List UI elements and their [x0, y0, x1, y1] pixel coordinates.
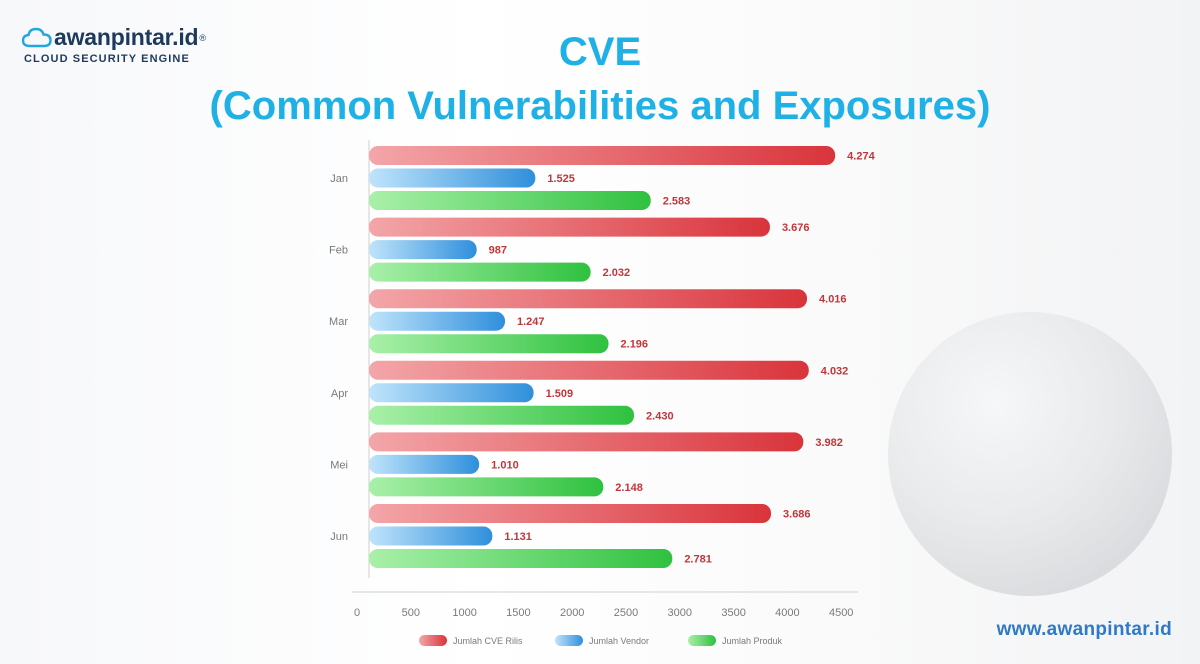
bar-produk: [369, 549, 673, 568]
legend-label-produk: Jumlah Produk: [722, 636, 783, 646]
x-tick-label: 0: [354, 607, 360, 619]
legend-label-cve: Jumlah CVE Rilis: [453, 636, 523, 646]
bar-vendor: [369, 240, 477, 260]
data-label-produk: 2.032: [603, 267, 631, 279]
data-label-vendor: 987: [489, 245, 507, 257]
globe-background: [888, 312, 1172, 596]
data-label-vendor: 1.247: [517, 316, 545, 328]
y-category-label: Jan: [330, 173, 348, 185]
bar-vendor: [369, 454, 480, 474]
data-label-vendor: 1.131: [504, 531, 532, 543]
data-label-cve: 4.032: [821, 365, 849, 377]
data-label-cve: 4.016: [819, 294, 847, 306]
bar-vendor: [369, 383, 534, 403]
y-category-label: Apr: [331, 388, 348, 400]
data-label-vendor: 1.525: [547, 173, 575, 185]
cloud-icon: [22, 27, 52, 47]
chart-title-line2: (Common Vulnerabilities and Exposures): [209, 84, 991, 128]
data-label-cve: 3.982: [815, 437, 843, 449]
bar-cve: [369, 217, 770, 237]
data-label-cve: 3.686: [783, 509, 811, 521]
legend-swatch-cve: [419, 635, 447, 646]
bar-vendor: [369, 168, 536, 188]
data-label-produk: 2.430: [646, 410, 674, 422]
x-tick-label: 4000: [775, 607, 799, 619]
bar-vendor: [369, 311, 506, 331]
bar-vendor: [369, 526, 493, 546]
bar-cve: [369, 504, 772, 523]
bar-produk: [369, 191, 651, 210]
data-label-produk: 2.583: [663, 196, 691, 208]
bar-produk: [369, 405, 635, 425]
website-url[interactable]: www.awanpintar.id: [996, 619, 1172, 640]
legend-label-vendor: Jumlah Vendor: [589, 636, 649, 646]
y-category-label: Feb: [329, 245, 348, 257]
x-tick-label: 2500: [614, 607, 638, 619]
x-tick-label: 500: [402, 607, 420, 619]
bar-cve: [369, 289, 808, 309]
bar-cve: [369, 432, 804, 452]
y-category-label: Mar: [329, 316, 348, 328]
bar-produk: [369, 262, 591, 282]
x-tick-label: 4500: [829, 607, 853, 619]
data-label-produk: 2.196: [621, 339, 649, 351]
registered-mark: ®: [199, 32, 207, 43]
x-tick-label: 3500: [721, 607, 745, 619]
x-tick-label: 3000: [668, 607, 692, 619]
data-label-produk: 2.148: [615, 482, 643, 494]
chart-title-line1: CVE: [558, 30, 642, 74]
data-label-cve: 4.274: [847, 151, 875, 163]
data-label-produk: 2.781: [684, 554, 712, 566]
bar-cve: [369, 360, 809, 380]
data-label-cve: 3.676: [782, 222, 810, 234]
legend-swatch-vendor: [555, 635, 583, 646]
x-tick-label: 1500: [506, 607, 530, 619]
bar-produk: [369, 477, 604, 497]
data-label-vendor: 1.509: [546, 388, 574, 400]
bar-produk: [369, 334, 609, 354]
legend-swatch-produk: [688, 635, 716, 646]
brand-name: awanpintar.id: [54, 24, 199, 50]
y-category-label: Jun: [330, 531, 348, 543]
x-tick-label: 2000: [560, 607, 584, 619]
x-tick-label: 1000: [452, 607, 476, 619]
data-label-vendor: 1.010: [491, 459, 519, 471]
brand-logo: awanpintar.id ® CLOUD SECURITY ENGINE: [22, 24, 206, 65]
y-category-label: Mei: [330, 459, 348, 471]
bar-cve: [369, 146, 836, 165]
brand-tagline: CLOUD SECURITY ENGINE: [24, 53, 190, 65]
